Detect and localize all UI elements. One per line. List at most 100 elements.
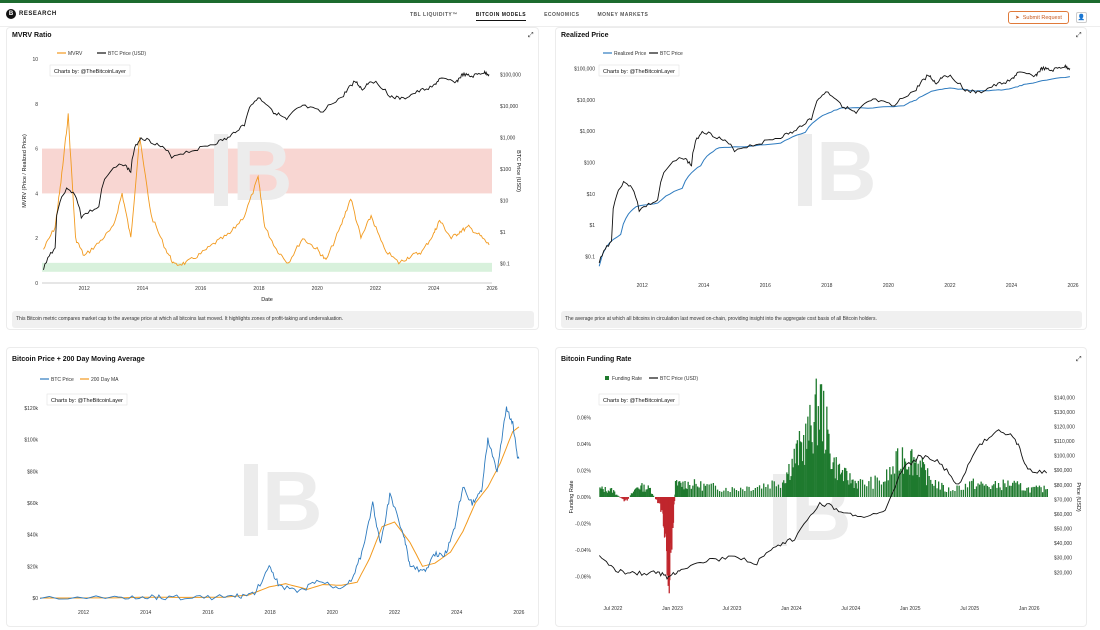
funding-rate-bar (915, 458, 917, 497)
funding-rate-bar (775, 486, 777, 497)
funding-rate-bar (990, 489, 992, 497)
realized-credit-box (598, 64, 680, 77)
ma200-xtick: 2020 (327, 610, 338, 616)
funding-rate-bar (903, 458, 906, 497)
realized-xtick: 2016 (760, 283, 771, 289)
funding-rate-bar (1043, 485, 1045, 497)
funding-ytick: -0.02% (575, 522, 591, 528)
funding-rate-bar (700, 481, 702, 497)
funding-rate-bar (787, 474, 789, 497)
funding-rate-bar (767, 484, 769, 497)
funding-y2tick: $80,000 (1054, 483, 1072, 489)
funding-rate-bar (621, 497, 623, 499)
funding-rate-bar (853, 488, 855, 497)
funding-rate-bar (870, 476, 872, 497)
funding-rate-bar (630, 493, 633, 497)
funding-rate-bar (1046, 489, 1048, 497)
ma200-ytick: $40k (27, 533, 38, 539)
ma200-panel (6, 347, 539, 627)
funding-rate-bar (690, 488, 692, 497)
btc-price-series-line (43, 69, 490, 271)
funding-rate-bar (939, 489, 941, 497)
funding-rate-bar (839, 474, 842, 497)
funding-title: Bitcoin Funding Rate (561, 356, 632, 363)
mvrv-band-1 (42, 262, 492, 272)
funding-rate-bar (698, 487, 700, 497)
realized-ytick: $10,000 (577, 98, 595, 104)
funding-rate-bar (917, 463, 919, 497)
mvrv-expand-icon[interactable]: ⤢ (528, 32, 534, 39)
submit-request-button[interactable]: ➤ Submit Request (1008, 11, 1069, 24)
funding-rate-bar (746, 486, 748, 497)
funding-rate-bar (616, 494, 618, 497)
ma200-xtick: 2012 (78, 610, 89, 616)
funding-rate-bar (625, 497, 627, 500)
funding-expand-icon[interactable]: ⤢ (1076, 356, 1082, 363)
mvrv-credit-text: Charts by: @TheBitcoinLayer (54, 69, 126, 75)
funding-rate-bar (921, 457, 923, 497)
funding-ytick: -0.04% (575, 548, 591, 554)
funding-rate-bar (850, 483, 852, 497)
realized-ytick: $100,000 (574, 66, 595, 72)
funding-rate-bar (794, 463, 796, 497)
nav-tbl-liquidity[interactable]: TBL LIQUIDITY™ (410, 12, 458, 18)
funding-rate-bar (826, 406, 828, 497)
realized-ytick: $0.1 (585, 255, 595, 261)
funding-rate-bar (756, 487, 759, 497)
funding-rate-bar (677, 485, 679, 497)
mvrv-chart[interactable]: B 0 2 4 6 8 10 $0.1 $1 $10 $100 $1,000 $10,000 $100,0… (12, 45, 534, 305)
funding-rate-bar (876, 477, 878, 497)
realized-title: Realized Price (561, 32, 609, 39)
funding-credit-box (598, 393, 680, 406)
funding-rate-bar (827, 429, 829, 497)
ma200-ytick: $100k (24, 438, 38, 444)
funding-rate-bar (837, 464, 839, 497)
funding-rate-bar (855, 483, 857, 497)
funding-rate-bar (600, 488, 602, 497)
ma200-title: Bitcoin Price + 200 Day Moving Average (12, 356, 145, 363)
nav-bitcoin-models[interactable]: BITCOIN MODELS (475, 12, 527, 21)
realized-ytick: $1 (589, 223, 595, 229)
funding-rate-bar (773, 481, 775, 497)
realized-ytick: $100 (584, 161, 595, 167)
funding-rate-bar (729, 492, 731, 497)
funding-rate-bar (1030, 487, 1033, 497)
funding-rate-bar (656, 497, 658, 500)
funding-rate-bar (923, 464, 926, 497)
funding-rate-bar (819, 384, 822, 497)
funding-rate-bar (604, 487, 606, 497)
funding-rate-bar (954, 491, 956, 497)
funding-rate-bar (627, 497, 629, 499)
realized-expand-icon[interactable]: ⤢ (1076, 32, 1082, 39)
user-icon: 👤 (1077, 15, 1086, 21)
funding-rate-bar (1038, 485, 1041, 497)
funding-rate-bar (913, 457, 915, 497)
funding-rate-bar (920, 467, 922, 497)
funding-rate-bar (614, 491, 616, 497)
realized-xtick: 2018 (821, 283, 832, 289)
funding-rate-bar (788, 464, 790, 497)
logo[interactable]: B RESEARCH (6, 9, 57, 19)
funding-rate-bar (857, 480, 859, 497)
realized-chart[interactable]: B $0.1 $1 $10 $100 $1,000 $10,000 $100,000 2012 2… (561, 45, 1082, 305)
funding-chart[interactable]: B-0.06%-0.04%-0.02%0.00%0.02%0.04%0.06%$… (561, 370, 1082, 622)
funding-rate-bar (649, 487, 651, 497)
funding-xtick: Jul 2022 (604, 606, 623, 612)
funding-rate-bar (603, 492, 605, 497)
ma200-chart[interactable]: B $0 $20k $40k $60k $80k $100k $120k 2012 2014 201… (12, 370, 534, 622)
funding-rate-bar (898, 470, 900, 497)
funding-rate-bar (829, 453, 831, 497)
nav-money-markets[interactable]: MONEY MARKETS (597, 12, 649, 18)
funding-rate-bar (651, 494, 654, 497)
top-header: B RESEARCH TBL LIQUIDITY™ BITCOIN MODELS… (0, 3, 1100, 27)
mvrv-ytick: 4 (35, 191, 38, 197)
nav-economics[interactable]: ECONOMICS (544, 12, 580, 18)
funding-rate-bar (608, 491, 611, 497)
funding-rate-bar (1015, 482, 1017, 497)
funding-xtick: Jul 2025 (960, 606, 979, 612)
mvrv-ytick: 2 (35, 236, 38, 242)
ma200-xtick: 2024 (451, 610, 462, 616)
user-button[interactable]: 👤 (1076, 12, 1087, 23)
funding-rate-bar (956, 485, 958, 497)
funding-rate-bar (686, 489, 688, 497)
